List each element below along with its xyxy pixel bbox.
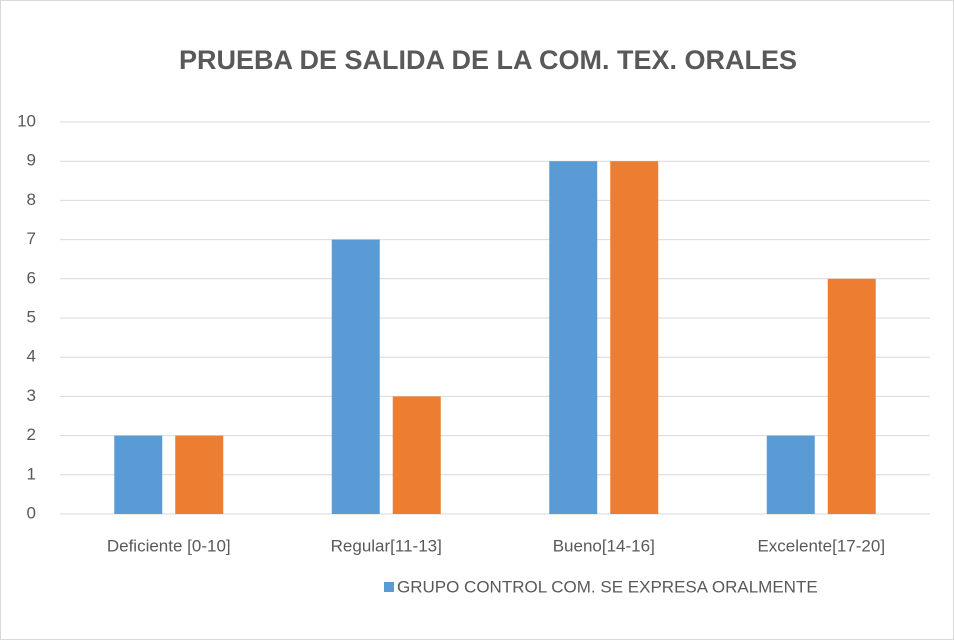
bar [766,435,815,514]
y-tick-label: 6 [27,268,36,287]
y-tick-label: 10 [17,111,36,130]
bar [114,435,163,514]
y-tick-label: 8 [27,190,36,209]
bar [392,396,441,514]
legend-label: GRUPO CONTROL COM. SE EXPRESA ORALMENTE [397,577,818,596]
y-tick-label: 5 [27,307,36,326]
y-tick-label: 7 [27,229,36,248]
y-tick-label: 2 [27,425,36,444]
bar [549,161,598,514]
x-tick-label: Excelente[17-20] [757,536,885,555]
bar [175,435,224,514]
y-tick-label: 0 [27,503,36,522]
y-tick-label: 9 [27,151,36,170]
y-tick-label: 1 [27,464,36,483]
x-tick-label: Regular[11-13] [331,536,442,555]
chart-title: PRUEBA DE SALIDA DE LA COM. TEX. ORALES [179,45,797,75]
y-tick-label: 4 [27,347,36,366]
bar [827,278,876,514]
bar [610,161,659,514]
x-tick-label: Deficiente [0-10] [107,536,231,555]
x-tick-label: Bueno[14-16] [553,536,655,555]
legend-swatch [384,582,394,592]
bar [331,239,380,514]
y-tick-label: 3 [27,386,36,405]
